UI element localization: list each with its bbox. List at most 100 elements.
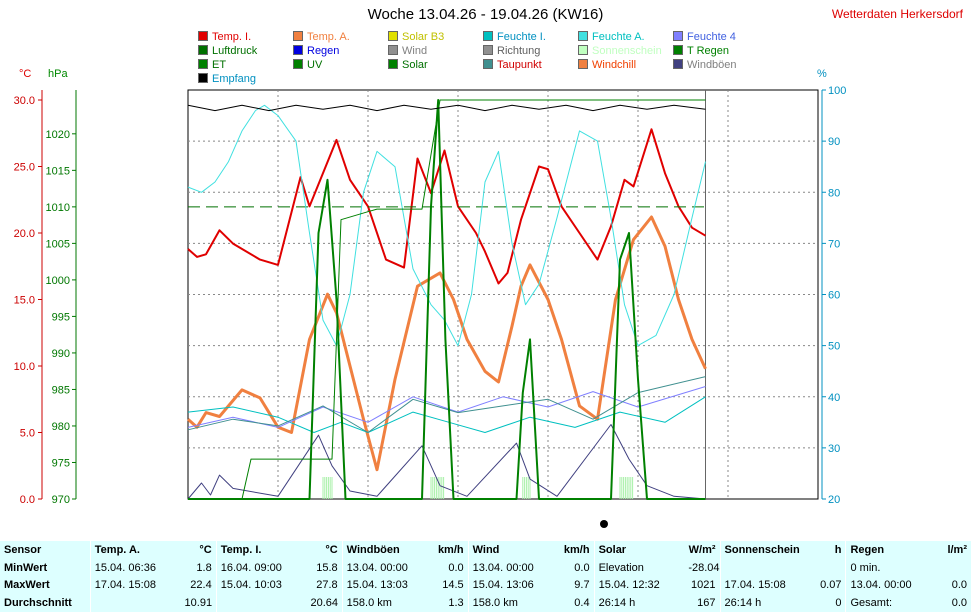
legend-item: Empfang — [198, 73, 256, 87]
stats-table: Sensor Temp. A. °C Temp. I. °C Windböen km/h Wi… — [0, 541, 971, 612]
stats-cell: 16.04. 09:00 — [215, 558, 307, 577]
pressure-tick-label: 970 — [52, 494, 70, 506]
legend-label: Luftdruck — [212, 45, 258, 57]
stats-cell: 22.4 — [190, 579, 212, 592]
temp-tick-label: 0.0 — [20, 494, 35, 506]
legend-label: T Regen — [687, 45, 729, 57]
series-line-t-regen — [188, 99, 706, 500]
legend-item: UV — [293, 59, 322, 73]
stats-cell: Solar — [593, 541, 685, 559]
legend-swatch — [293, 45, 303, 55]
stats-cell: Wind — [467, 541, 559, 559]
legend-item: ET — [198, 59, 226, 73]
stats-cell: 13.04. 00:00 — [341, 558, 433, 577]
legend-swatch — [198, 59, 208, 69]
legend-swatch — [388, 45, 398, 55]
pressure-tick-label: 1015 — [46, 165, 70, 177]
pressure-tick-label: 1005 — [46, 238, 70, 250]
stats-cell: 158.0 km — [341, 594, 433, 612]
legend-swatch — [578, 59, 588, 69]
stats-cell: °C — [325, 543, 338, 556]
legend-label: Temp. A. — [307, 31, 350, 43]
stats-cell: 1.8 — [196, 561, 212, 574]
legend: Temp. I. Temp. A. Solar B3 Feuchte I. Feucht… — [198, 31, 798, 87]
stats-cell: MinWert — [4, 561, 48, 574]
stats-cell — [89, 594, 181, 612]
legend-label: Empfang — [212, 73, 257, 85]
legend-item: Feuchte I. — [483, 31, 546, 45]
legend-item: Luftdruck — [198, 45, 257, 59]
stats-cell: 0 — [835, 597, 842, 610]
stats-cell: 0.0 — [574, 561, 590, 574]
stats-cell: Gesamt: — [845, 594, 937, 612]
legend-swatch — [198, 31, 208, 41]
legend-item: Taupunkt — [483, 59, 542, 73]
percent-tick-label: 80 — [828, 187, 840, 199]
stats-cell: Windböen — [341, 541, 433, 559]
legend-item: Regen — [293, 45, 339, 59]
stats-cell: 15.04. 06:36 — [89, 558, 181, 577]
pressure-tick-label: 995 — [52, 311, 70, 323]
legend-swatch — [293, 59, 303, 69]
temp-tick-label: 30.0 — [14, 95, 35, 107]
stats-cell: 26:14 h — [719, 594, 811, 612]
stats-cell: 15.04. 12:32 — [593, 576, 685, 595]
legend-label: Feuchte A. — [592, 31, 645, 43]
stats-cell: W/m² — [688, 543, 716, 556]
series-line-temp-a- — [187, 215, 707, 472]
temp-tick-label: 10.0 — [14, 361, 35, 373]
legend-label: Windchill — [592, 59, 637, 71]
stats-cell: 0.07 — [820, 579, 842, 592]
temp-tick-label: 20.0 — [14, 228, 35, 240]
stats-cell: -28.049 — [688, 561, 720, 574]
legend-label: Windböen — [687, 59, 737, 71]
legend-swatch — [388, 59, 398, 69]
stats-cell: Sonnenschein — [719, 541, 811, 559]
legend-label: Feuchte I. — [497, 31, 546, 43]
pressure-tick-label: 975 — [52, 457, 70, 469]
legend-item: Windchill — [578, 59, 636, 73]
legend-swatch — [198, 73, 208, 83]
pressure-tick-label: 1010 — [46, 202, 70, 214]
percent-tick-label: 70 — [828, 238, 840, 250]
legend-label: Wind — [402, 45, 428, 57]
legend-swatch — [578, 45, 588, 55]
percent-tick-label: 100 — [828, 85, 846, 97]
stats-cell: 27.8 — [316, 579, 338, 592]
stats-cell: l/m² — [947, 543, 967, 556]
stats-cell: 1021 — [691, 579, 716, 592]
series-line-feuchte-4 — [187, 386, 706, 428]
stats-row: MaxWert 17.04. 15:08 22.4 15.04. 10:03 27.8 1… — [0, 576, 971, 595]
now-dot — [600, 520, 608, 528]
percent-tick-label: 30 — [828, 443, 840, 455]
legend-item: Solar — [388, 59, 428, 73]
legend-label: Temp. I. — [212, 31, 252, 43]
series-line-temp-i- — [187, 128, 707, 285]
percent-tick-label: 40 — [828, 392, 840, 404]
legend-label: ET — [212, 59, 227, 71]
stats-row: Durchschnitt 10.91 20.64 158.0 km 1.3 158.0 k… — [0, 594, 971, 612]
legend-swatch — [483, 45, 493, 55]
stats-cell: Durchschnitt — [4, 597, 72, 610]
stats-cell: 0.0 — [951, 579, 967, 592]
stats-cell — [719, 558, 811, 577]
stats-cell — [810, 559, 846, 577]
legend-swatch — [483, 59, 493, 69]
stats-cell: °C — [199, 543, 212, 556]
stats-cell: 15.04. 10:03 — [215, 576, 307, 595]
pressure-unit: hPa — [48, 68, 68, 80]
legend-label: Solar B3 — [402, 31, 445, 43]
legend-swatch — [388, 31, 398, 41]
legend-item: Wind — [388, 45, 427, 59]
legend-item: T Regen — [673, 45, 729, 59]
legend-swatch — [673, 45, 683, 55]
series-line-feuchte-a- — [187, 104, 706, 347]
stats-cell: 0.0 — [951, 597, 967, 610]
legend-item: Temp. A. — [293, 31, 350, 45]
stats-cell: 1.3 — [448, 597, 464, 610]
legend-label: Sonnenschein — [592, 45, 662, 57]
legend-item: Temp. I. — [198, 31, 251, 45]
stats-cell: Temp. A. — [89, 541, 181, 559]
legend-swatch — [198, 45, 208, 55]
legend-label: Feuchte 4 — [687, 31, 736, 43]
